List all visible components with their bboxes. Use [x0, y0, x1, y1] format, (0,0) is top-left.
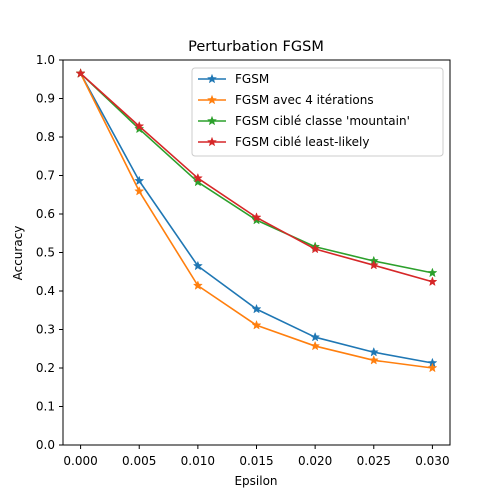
y-tick-label: 0.3 [36, 323, 55, 337]
data-point [310, 331, 321, 342]
legend-label: FGSM [235, 72, 269, 86]
x-tick-label: 0.030 [415, 454, 449, 468]
legend-marker [206, 94, 218, 105]
x-tick-label: 0.000 [63, 454, 97, 468]
series-lines [75, 68, 438, 373]
data-point [134, 123, 145, 134]
data-point [134, 175, 145, 186]
legend-item: FGSM ciblé least-likely [198, 135, 369, 149]
legend-item: FGSM avec 4 itérations [198, 93, 374, 107]
data-point [427, 362, 438, 373]
data-point [134, 185, 145, 196]
x-tick-label: 0.025 [357, 454, 391, 468]
legend-label: FGSM ciblé classe 'mountain' [235, 114, 410, 128]
x-tick-label: 0.010 [181, 454, 215, 468]
data-point [310, 340, 321, 351]
y-tick-label: 0.1 [36, 400, 55, 414]
legend-label: FGSM avec 4 itérations [235, 93, 374, 107]
legend: FGSM FGSM avec 4 itérations FGSM ciblé cla… [191, 67, 444, 157]
y-tick-label: 0.0 [36, 438, 55, 452]
y-tick-label: 0.6 [36, 207, 55, 221]
data-point [427, 276, 438, 287]
x-tick-label: 0.005 [122, 454, 156, 468]
y-tick-label: 0.2 [36, 361, 55, 375]
x-axis-label: Epsilon [234, 474, 277, 488]
data-point [368, 354, 379, 365]
data-point [251, 319, 262, 330]
legend-marker [206, 115, 218, 126]
axis-ticks: 0.000 0.005 0.010 0.015 0.020 0.025 0.030 0.0 0.… [36, 53, 450, 468]
data-point [75, 68, 86, 78]
data-point [368, 259, 379, 270]
legend-box [191, 67, 444, 157]
x-tick-label: 0.015 [239, 454, 273, 468]
data-point [251, 303, 262, 314]
data-point [192, 260, 203, 271]
legend-marker [206, 73, 218, 84]
legend-item: FGSM [198, 72, 269, 86]
y-tick-label: 0.8 [36, 130, 55, 144]
series-3 [75, 68, 438, 287]
data-point [134, 120, 145, 131]
data-point [310, 243, 321, 254]
legend-marker [206, 136, 218, 147]
y-tick-label: 0.5 [36, 246, 55, 260]
y-tick-label: 0.9 [36, 92, 55, 106]
y-axis-label: Accuracy [11, 226, 25, 281]
legend-item: FGSM ciblé classe 'mountain' [198, 114, 410, 128]
y-tick-label: 0.7 [36, 169, 55, 183]
y-tick-label: 1.0 [36, 53, 55, 67]
data-point [368, 346, 379, 357]
x-tick-label: 0.020 [298, 454, 332, 468]
data-point [427, 267, 438, 278]
y-tick-label: 0.4 [36, 284, 55, 298]
data-point [192, 280, 203, 290]
data-point [192, 172, 203, 183]
legend-label: FGSM ciblé least-likely [235, 135, 369, 149]
chart-title: Perturbation FGSM [188, 39, 324, 55]
data-point [251, 212, 262, 222]
